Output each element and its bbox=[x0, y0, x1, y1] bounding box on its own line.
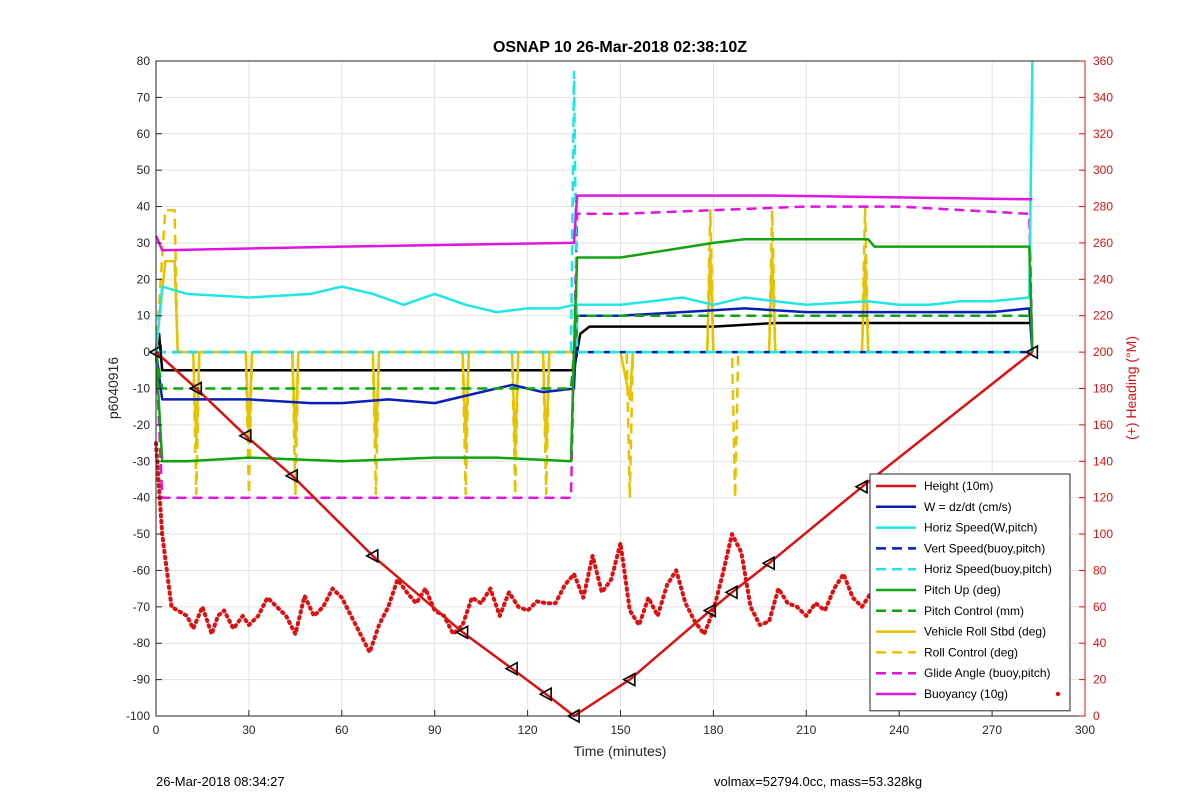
height-marker bbox=[761, 555, 775, 571]
x-tick-label: 180 bbox=[703, 723, 723, 737]
y-tick-label: 30 bbox=[137, 236, 151, 250]
x-tick-label: 30 bbox=[242, 723, 256, 737]
y2-tick-label: 80 bbox=[1093, 563, 1107, 577]
y2-tick-label: 220 bbox=[1093, 309, 1113, 323]
series-line-5 bbox=[154, 238, 1034, 463]
y2-tick-label: 300 bbox=[1093, 163, 1113, 177]
y-tick-label: 60 bbox=[137, 127, 151, 141]
y-tick-label: -80 bbox=[133, 636, 151, 650]
legend-label: Buoyancy (10g) bbox=[924, 687, 1008, 701]
height-marker bbox=[238, 428, 252, 444]
y-tick-label: 50 bbox=[137, 163, 151, 177]
legend-label: Horiz Speed(W,pitch) bbox=[924, 521, 1037, 535]
y-tick-label: -20 bbox=[133, 418, 151, 432]
height-marker bbox=[188, 381, 203, 396]
x-tick-label: 0 bbox=[153, 723, 160, 737]
legend-label: Glide Angle (buoy,pitch) bbox=[924, 666, 1051, 680]
y-axis-label: p6040916 bbox=[105, 357, 121, 420]
x-tick-label: 120 bbox=[518, 723, 538, 737]
x-tick-label: 150 bbox=[610, 723, 630, 737]
y2-axis-label: (+) Heading (°M) bbox=[1123, 336, 1139, 440]
y2-tick-label: 60 bbox=[1093, 600, 1107, 614]
y-axis-right: 0 20 40 60 80 100 120 140 160 180 200 220 240 260 280 3… bbox=[1079, 54, 1113, 723]
y-tick-label: -100 bbox=[126, 709, 150, 723]
y2-tick-label: 20 bbox=[1093, 673, 1107, 687]
y2-tick-label: 180 bbox=[1093, 382, 1113, 396]
height-marker bbox=[702, 603, 717, 618]
y2-tick-label: 0 bbox=[1093, 709, 1100, 723]
legend-label: Height (10m) bbox=[924, 479, 993, 493]
series-line-10 bbox=[154, 194, 1033, 252]
y2-tick-label: 240 bbox=[1093, 272, 1113, 286]
height-marker bbox=[1024, 344, 1039, 360]
y-tick-label: 80 bbox=[137, 54, 151, 68]
y2-tick-label: 360 bbox=[1093, 54, 1113, 68]
y2-tick-label: 160 bbox=[1093, 418, 1113, 432]
y-tick-label: 70 bbox=[137, 90, 151, 104]
legend-label: Horiz Speed(buoy,pitch) bbox=[924, 562, 1052, 576]
series-line-4 bbox=[156, 70, 1033, 354]
y-tick-label: -40 bbox=[133, 491, 151, 505]
height-marker bbox=[504, 661, 518, 677]
y2-tick-label: 340 bbox=[1093, 90, 1113, 104]
legend-box bbox=[869, 473, 1071, 712]
y-tick-label: 10 bbox=[137, 309, 151, 323]
y2-tick-label: 100 bbox=[1093, 527, 1113, 541]
legend-label: Vert Speed(buoy,pitch) bbox=[924, 541, 1045, 555]
x-tick-label: 60 bbox=[335, 723, 349, 737]
y2-tick-label: 40 bbox=[1093, 636, 1107, 650]
y-tick-label: -50 bbox=[133, 527, 151, 541]
legend-heading-dot bbox=[1055, 691, 1061, 697]
x-axis-label: Time (minutes) bbox=[574, 743, 667, 759]
y2-tick-label: 280 bbox=[1093, 200, 1113, 214]
x-tick-label: 90 bbox=[428, 723, 442, 737]
legend-label: W = dz/dt (cm/s) bbox=[924, 500, 1012, 514]
x-axis: 0 30 60 90 120 150 180 210 240 270 300 bbox=[153, 710, 1095, 737]
height-marker bbox=[538, 686, 552, 702]
x-tick-label: 270 bbox=[982, 723, 1002, 737]
x-tick-label: 210 bbox=[796, 723, 816, 737]
y-axis-left: -100-90-80-70-60-50-40-30-20-10010203040… bbox=[126, 54, 162, 723]
legend-label: Roll Control (deg) bbox=[924, 645, 1018, 659]
legend-label: Vehicle Roll Stbd (deg) bbox=[924, 625, 1046, 639]
footer-timestamp: 26-Mar-2018 08:34:27 bbox=[156, 774, 285, 789]
series-line-6 bbox=[154, 314, 1033, 390]
series-line-9 bbox=[154, 205, 1034, 499]
height-marker bbox=[622, 672, 636, 687]
legend-label: Pitch Control (mm) bbox=[924, 604, 1024, 618]
y-tick-label: -90 bbox=[133, 673, 151, 687]
height-marker bbox=[724, 584, 738, 600]
height-marker bbox=[854, 479, 868, 495]
chart-title: OSNAP 10 26-Mar-2018 02:38:10Z bbox=[493, 39, 747, 56]
height-marker bbox=[454, 624, 469, 640]
height-marker bbox=[284, 468, 299, 484]
y-tick-label: -10 bbox=[133, 382, 151, 396]
y-tick-label: 20 bbox=[137, 272, 151, 286]
y2-tick-label: 320 bbox=[1093, 127, 1113, 141]
footer-volmax-mass: volmax=52794.0cc, mass=53.328kg bbox=[714, 774, 923, 789]
series-line-0 bbox=[155, 351, 1034, 718]
legend-label: Pitch Up (deg) bbox=[924, 583, 1001, 597]
height-marker bbox=[365, 548, 379, 564]
y-tick-label: 40 bbox=[137, 200, 151, 214]
y2-tick-label: 120 bbox=[1093, 491, 1113, 505]
x-tick-label: 300 bbox=[1075, 723, 1095, 737]
series-line-1 bbox=[154, 307, 1034, 405]
y-tick-label: -70 bbox=[133, 600, 151, 614]
y2-tick-label: 200 bbox=[1093, 345, 1113, 359]
y2-tick-label: 140 bbox=[1093, 454, 1113, 468]
y-tick-label: 0 bbox=[143, 345, 150, 359]
legend: Height (10m) W = dz/dt (cm/s) Horiz Speed(… bbox=[869, 473, 1071, 712]
y-tick-label: -30 bbox=[133, 454, 151, 468]
y2-tick-label: 260 bbox=[1093, 236, 1113, 250]
x-tick-label: 240 bbox=[889, 723, 909, 737]
y-tick-label: -60 bbox=[133, 563, 151, 577]
